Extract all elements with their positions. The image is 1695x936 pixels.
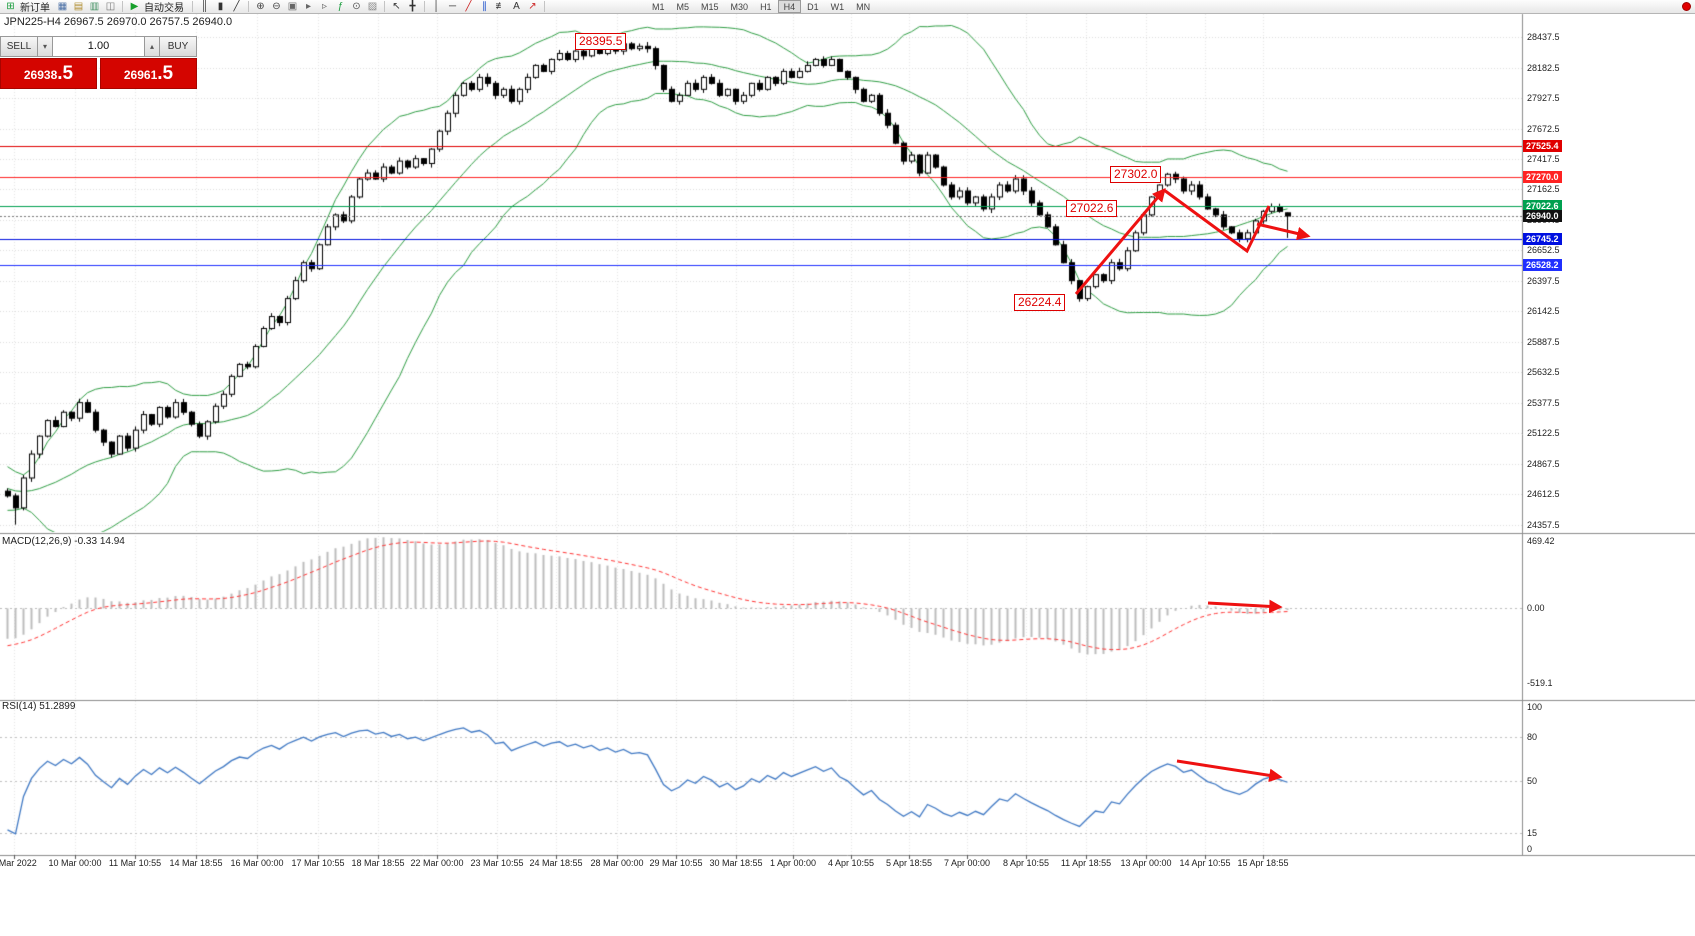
autotrading-label: 自动交易 xyxy=(144,3,184,14)
macd-indicator-label: MACD(12,26,9) -0.33 14.94 xyxy=(2,536,125,547)
buy-price-display[interactable]: 26961.5 xyxy=(100,58,197,89)
sell-button[interactable]: SELL xyxy=(0,36,38,57)
market-watch-icon[interactable]: ▥ xyxy=(89,1,100,12)
vertical-line-icon[interactable]: │ xyxy=(433,1,440,12)
timeframe-m15[interactable]: M15 xyxy=(701,2,719,12)
toolbar-icon-group: ⊞ 新订单 ▦ ▤ ▥ ◫ ▶ 自动交易 ║ ▮ ╱ ⊕ ⊖ ▣ ▸ ▹ ƒ ⊙ ▨ ↖ ╋ │ ─ ╱ ∥ ≢ A ↗ xyxy=(3,0,548,14)
zoom-in-icon[interactable]: ⊕ xyxy=(256,1,265,12)
candlestick-chart-icon[interactable]: ▮ xyxy=(217,1,224,12)
chart-shift-icon[interactable]: ▹ xyxy=(321,1,328,12)
fibonacci-icon[interactable]: ≢ xyxy=(495,1,506,12)
toolbar-separator xyxy=(122,1,123,12)
arrows-icon[interactable]: ↗ xyxy=(528,1,537,12)
crosshair-icon[interactable]: ╋ xyxy=(409,1,416,12)
bar-chart-icon[interactable]: ║ xyxy=(200,1,209,12)
autotrading-icon[interactable]: ▶ xyxy=(130,1,139,12)
toolbar-separator xyxy=(192,1,193,12)
buy-button[interactable]: BUY xyxy=(159,36,197,57)
one-click-trading-panel: SELL ▾ 1.00 ▴ BUY 26938.5 26961.5 xyxy=(0,36,197,89)
timeframe-h1[interactable]: H1 xyxy=(760,2,772,12)
toolbar-separator xyxy=(544,1,545,12)
trendline-icon[interactable]: ╱ xyxy=(465,1,472,12)
volume-increase-button[interactable]: ▴ xyxy=(145,36,159,57)
rsi-indicator-label: RSI(14) 51.2899 xyxy=(2,701,76,712)
timeframe-m1[interactable]: M1 xyxy=(652,2,665,12)
buy-price-main: 26961 xyxy=(123,68,158,82)
connection-status-icon xyxy=(1682,2,1691,11)
periods-icon[interactable]: ⊙ xyxy=(352,1,361,12)
trade-controls-row: SELL ▾ 1.00 ▴ BUY xyxy=(0,36,197,57)
timeframe-h4[interactable]: H4 xyxy=(777,0,802,13)
auto-scroll-icon[interactable]: ▸ xyxy=(305,1,312,12)
timeframe-m30[interactable]: M30 xyxy=(730,2,749,12)
sell-price-main: 26938 xyxy=(23,68,58,82)
toolbar-separator xyxy=(248,1,249,12)
timeframe-mn[interactable]: MN xyxy=(856,2,871,12)
chart-window-icon[interactable]: ▦ xyxy=(57,1,68,12)
templates-icon[interactable]: ▨ xyxy=(367,1,378,12)
data-window-icon[interactable]: ◫ xyxy=(105,1,116,12)
toolbar-separator xyxy=(424,1,425,12)
top-toolbar: ⊞ 新订单 ▦ ▤ ▥ ◫ ▶ 自动交易 ║ ▮ ╱ ⊕ ⊖ ▣ ▸ ▹ ƒ ⊙ ▨ ↖ ╋ │ ─ ╱ ∥ ≢ A ↗ M1 M5 M1… xyxy=(0,0,1695,14)
cursor-icon[interactable]: ↖ xyxy=(392,1,401,12)
timeframe-w1[interactable]: W1 xyxy=(830,2,845,12)
sell-price-display[interactable]: 26938.5 xyxy=(0,58,97,89)
timeframe-group: M1 M5 M15 M30 H1 H4 D1 W1 MN xyxy=(646,0,876,13)
buy-price-pips: .5 xyxy=(157,63,174,84)
new-order-icon[interactable]: ⊞ xyxy=(6,1,15,12)
zoom-out-icon[interactable]: ⊖ xyxy=(272,1,281,12)
timeframe-d1[interactable]: D1 xyxy=(807,2,819,12)
sell-price-pips: .5 xyxy=(57,63,74,84)
symbol-ohlc-title: JPN225-H4 26967.5 26970.0 26757.5 26940.… xyxy=(4,16,233,28)
toolbar-separator xyxy=(384,1,385,12)
indicators-icon[interactable]: ƒ xyxy=(337,1,344,12)
volume-decrease-button[interactable]: ▾ xyxy=(38,36,52,57)
trade-prices-row: 26938.5 26961.5 xyxy=(0,58,197,89)
horizontal-line-icon[interactable]: ─ xyxy=(448,1,457,12)
timeframe-m5[interactable]: M5 xyxy=(676,2,690,12)
channel-icon[interactable]: ∥ xyxy=(482,1,487,12)
profiles-icon[interactable]: ▤ xyxy=(73,1,84,12)
new-order-label: 新订单 xyxy=(20,3,50,14)
volume-input[interactable]: 1.00 xyxy=(52,36,145,57)
text-icon[interactable]: A xyxy=(513,1,520,12)
tile-windows-icon[interactable]: ▣ xyxy=(287,1,298,12)
line-chart-icon[interactable]: ╱ xyxy=(233,1,240,12)
